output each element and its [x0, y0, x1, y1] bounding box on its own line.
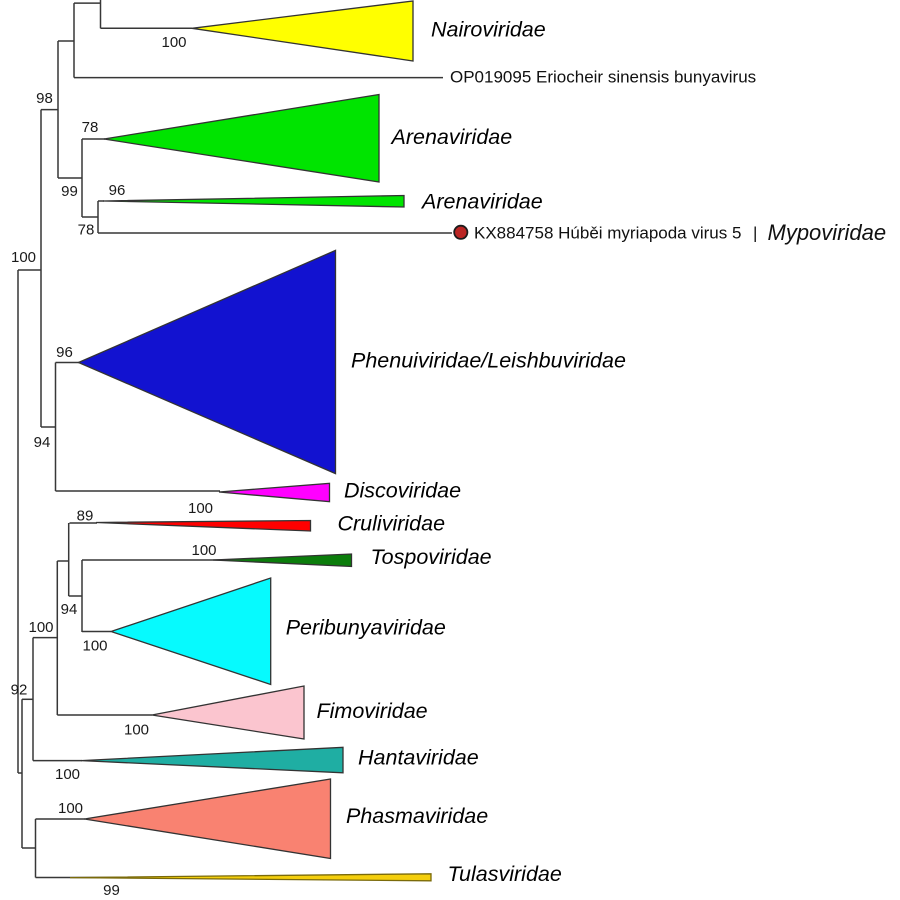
- svg-text:100: 100: [124, 721, 149, 738]
- svg-text:100: 100: [82, 637, 107, 654]
- svg-text:100: 100: [55, 766, 80, 783]
- svg-text:96: 96: [56, 344, 73, 361]
- svg-text:Hantaviridae: Hantaviridae: [358, 746, 479, 770]
- svg-text:100: 100: [58, 800, 83, 817]
- svg-text:100: 100: [161, 34, 186, 51]
- svg-text:Phenuiviridae/Leishbuviridae: Phenuiviridae/Leishbuviridae: [351, 349, 626, 373]
- svg-text:100: 100: [188, 500, 213, 517]
- svg-text:Arenaviridae: Arenaviridae: [420, 190, 543, 214]
- svg-text:Arenaviridae: Arenaviridae: [390, 125, 513, 149]
- svg-text:100: 100: [191, 542, 216, 559]
- svg-text:Nairoviridae: Nairoviridae: [431, 17, 546, 41]
- svg-text:100: 100: [28, 619, 53, 636]
- svg-text:100: 100: [11, 249, 36, 266]
- svg-text:99: 99: [103, 882, 120, 899]
- svg-text:Discoviridae: Discoviridae: [344, 479, 461, 503]
- svg-text:94: 94: [34, 434, 51, 451]
- svg-text:Cruliviridae: Cruliviridae: [338, 512, 446, 536]
- svg-text:94: 94: [61, 601, 78, 618]
- svg-text:OP019095 Eriocheir sinensis bu: OP019095 Eriocheir sinensis bunyavirus: [450, 67, 756, 86]
- svg-text:98: 98: [36, 90, 53, 107]
- svg-text:|: |: [753, 224, 757, 243]
- svg-text:92: 92: [11, 681, 28, 698]
- svg-text:78: 78: [78, 221, 95, 238]
- svg-text:Tulasviridae: Tulasviridae: [448, 862, 562, 886]
- svg-text:78: 78: [82, 119, 99, 136]
- svg-text:99: 99: [61, 183, 78, 200]
- svg-text:89: 89: [77, 507, 94, 524]
- svg-text:Phasmaviridae: Phasmaviridae: [346, 804, 488, 828]
- svg-text:Fimoviridae: Fimoviridae: [317, 699, 428, 723]
- svg-text:Tospoviridae: Tospoviridae: [371, 545, 492, 569]
- svg-text:Peribunyaviridae: Peribunyaviridae: [286, 616, 446, 640]
- svg-text:Mypoviridae: Mypoviridae: [768, 220, 887, 245]
- svg-text:KX884758 Húběi myriapoda virus: KX884758 Húběi myriapoda virus 5: [474, 224, 741, 243]
- svg-text:96: 96: [109, 182, 126, 199]
